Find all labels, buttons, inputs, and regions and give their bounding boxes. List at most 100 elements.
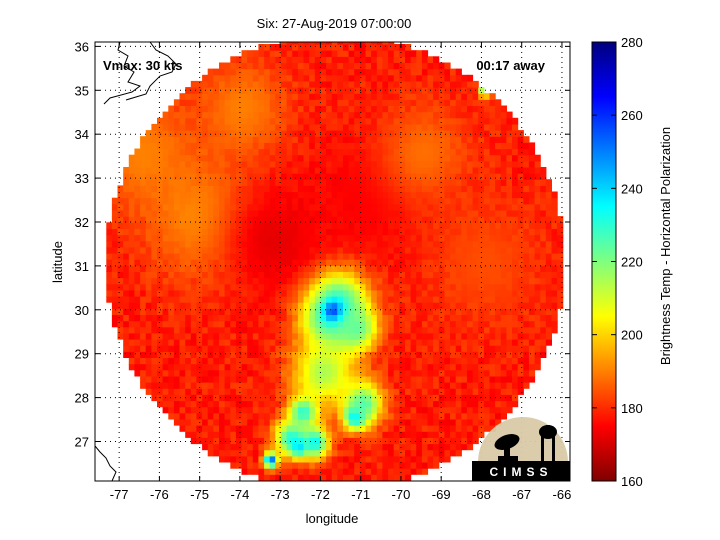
swath-cell <box>376 123 383 131</box>
swath-cell <box>286 44 293 51</box>
swath-cell <box>489 314 496 322</box>
swath-cell <box>376 363 383 371</box>
swath-cell <box>269 253 276 260</box>
swath-cell <box>326 111 333 119</box>
swath-cell <box>196 228 203 236</box>
swath-cell <box>134 277 141 285</box>
swath-cell <box>123 326 130 334</box>
swath-cell <box>343 443 350 451</box>
swath-cell <box>269 154 276 162</box>
swath-cell <box>297 418 305 426</box>
swath-cell <box>365 277 372 285</box>
swath-cell <box>359 99 367 106</box>
swath-cell <box>382 246 389 254</box>
swath-cell <box>196 289 203 297</box>
swath-cell <box>376 117 383 125</box>
swath-cell <box>292 228 299 236</box>
swath-cell <box>528 203 536 211</box>
swath-cell <box>145 339 152 346</box>
swath-cell <box>523 296 530 303</box>
swath-cell <box>309 42 316 45</box>
swath-cell <box>343 142 350 150</box>
swath-cell <box>145 179 152 186</box>
swath-cell <box>450 130 457 137</box>
colorbar-tick-label: 200 <box>621 328 643 343</box>
swath-cell <box>483 425 491 432</box>
swath-cell <box>145 388 152 395</box>
swath-cell <box>190 388 197 395</box>
swath-cell <box>207 99 214 106</box>
swath-cell <box>185 234 192 242</box>
swath-cell <box>264 99 271 106</box>
swath-cell <box>264 326 271 334</box>
swath-cell <box>297 185 305 193</box>
swath-cell <box>371 468 378 475</box>
swath-cell <box>331 148 338 156</box>
swath-cell <box>331 56 338 63</box>
swath-cell <box>168 357 175 365</box>
swath-cell <box>427 289 434 297</box>
swath-cell <box>162 375 169 383</box>
swath-cell <box>128 351 135 358</box>
swath-cell <box>314 375 321 383</box>
swath-cell <box>275 308 282 315</box>
swath-cell <box>247 111 254 119</box>
swath-cell <box>292 449 299 457</box>
swath-cell <box>117 259 124 266</box>
swath-cell <box>320 222 327 229</box>
swath-cell <box>123 339 130 346</box>
swath-cell <box>388 369 395 377</box>
swath-cell <box>399 357 406 365</box>
swath-cell <box>337 93 344 100</box>
swath-cell <box>157 240 164 248</box>
swath-cell <box>269 468 276 475</box>
swath-cell <box>281 179 288 186</box>
swath-cell <box>190 167 197 174</box>
swath-cell <box>371 474 378 481</box>
swath-cell <box>331 314 338 322</box>
swath-cell <box>461 351 468 358</box>
swath-cell <box>297 357 305 365</box>
swath-cell <box>264 259 271 266</box>
swath-cell <box>478 222 485 229</box>
swath-cell <box>466 289 474 297</box>
swath-cell <box>297 345 305 352</box>
swath-cell <box>286 117 293 125</box>
swath-cell <box>281 382 288 389</box>
swath-cell <box>410 111 417 119</box>
swath-cell <box>466 117 474 125</box>
swath-cell <box>359 431 367 438</box>
swath-cell <box>179 210 186 217</box>
swath-cell <box>168 228 175 236</box>
swath-cell <box>179 148 186 156</box>
swath-cell <box>168 369 175 377</box>
swath-cell <box>207 425 214 432</box>
swath-cell <box>275 468 282 475</box>
swath-cell <box>433 197 440 205</box>
swath-cell <box>213 259 220 266</box>
swath-cell <box>483 191 491 199</box>
swath-cell <box>292 191 299 199</box>
swath-cell <box>258 271 265 279</box>
swath-cell <box>247 437 254 445</box>
swath-cell <box>421 136 429 143</box>
swath-cell <box>286 173 293 180</box>
swath-cell <box>416 468 423 475</box>
swath-cell <box>416 289 423 297</box>
swath-cell <box>421 425 429 432</box>
x-tick-label: -75 <box>190 487 209 502</box>
swath-cell <box>343 56 350 63</box>
swath-cell <box>128 173 135 180</box>
swath-cell <box>264 142 271 150</box>
swath-cell <box>241 400 248 408</box>
swath-cell <box>207 123 214 131</box>
swath-cell <box>331 363 338 371</box>
swath-cell <box>173 130 181 137</box>
y-tick-label: 33 <box>75 171 89 186</box>
swath-cell <box>365 105 372 113</box>
swath-cell <box>275 455 282 463</box>
swath-cell <box>466 105 474 113</box>
swath-cell <box>190 320 197 328</box>
swath-cell <box>235 326 243 334</box>
swath-cell <box>359 62 367 70</box>
